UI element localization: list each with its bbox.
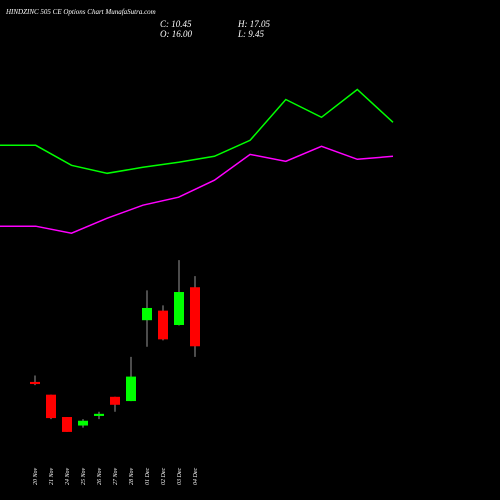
x-tick-label: 27 Nov [113,467,119,485]
candle-body [30,381,40,385]
readout: L: 9.45 [237,29,265,39]
candle-body [78,420,88,426]
candle-body [190,287,200,347]
candle-body [158,310,168,340]
x-tick-label: 21 Nov [49,467,55,485]
x-tick-label: 02 Dec [161,468,167,485]
x-tick-label: 04 Dec [192,468,199,485]
chart-title: HINDZINC 505 CE Options Chart MunafaSutr… [5,8,156,16]
x-tick-label: 28 Nov [129,467,135,485]
readout: H: 17.05 [237,19,270,29]
candle-body [110,396,120,405]
candle-body [126,376,136,402]
candle-body [142,307,152,321]
x-tick-label: 24 Nov [64,467,71,485]
x-tick-label: 03 Dec [177,468,183,485]
readout: C: 10.45 [160,19,192,29]
candle-body [62,417,72,432]
readout: O: 16.00 [160,29,192,39]
x-tick-label: 26 Nov [97,467,103,485]
x-tick-label: 25 Nov [81,467,87,485]
candle-body [94,413,104,416]
x-tick-label: 20 Nov [33,467,39,485]
x-tick-label: 01 Dec [145,468,151,485]
indicator-line [0,88,394,175]
candle-body [174,292,184,325]
candle-body [46,394,56,419]
indicator-line [0,145,394,234]
